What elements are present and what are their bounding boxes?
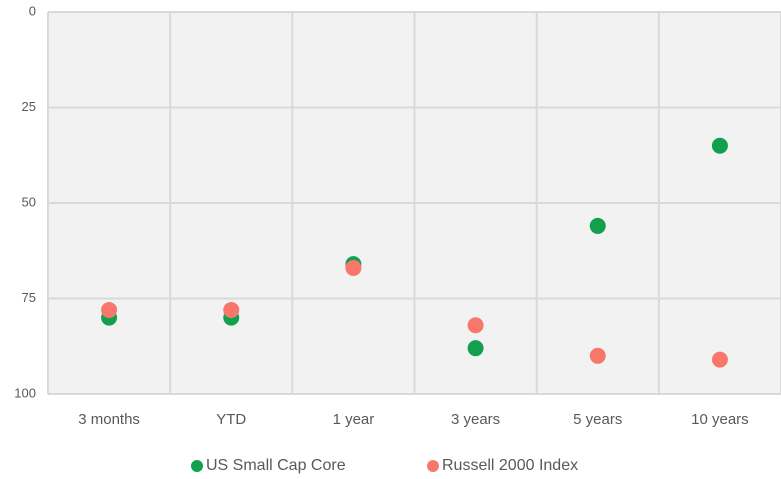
- legend-marker: [427, 460, 439, 472]
- x-tick-label: YTD: [216, 411, 246, 428]
- dot: [223, 301, 240, 318]
- dot: [467, 317, 484, 334]
- legend-label: Russell 2000 Index: [442, 457, 578, 474]
- x-tick-label: 3 months: [78, 411, 140, 428]
- dot: [467, 340, 484, 357]
- dot: [345, 259, 362, 276]
- x-tick-label: 10 years: [691, 411, 749, 428]
- legend-label: US Small Cap Core: [206, 457, 346, 474]
- y-tick-label: 25: [22, 99, 36, 114]
- y-tick-label: 100: [14, 385, 36, 400]
- y-tick-label: 75: [22, 290, 36, 305]
- dot: [589, 347, 606, 364]
- dot: [711, 137, 728, 154]
- dot: [589, 217, 606, 234]
- x-tick-label: 1 year: [333, 411, 375, 428]
- x-tick-label: 5 years: [573, 411, 622, 428]
- dot: [101, 301, 118, 318]
- legend-marker: [191, 460, 203, 472]
- y-tick-label: 0: [29, 3, 36, 18]
- y-tick-label: 50: [22, 194, 36, 209]
- x-tick-label: 3 years: [451, 411, 500, 428]
- dot: [711, 351, 728, 368]
